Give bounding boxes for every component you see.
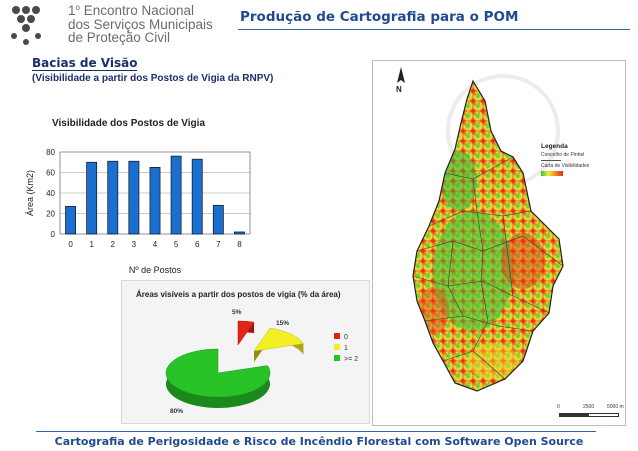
y-tick-label: 60 — [46, 169, 55, 178]
x-tick-label: 8 — [237, 240, 242, 249]
pie-legend-swatch — [334, 344, 340, 350]
bar-chart-title: Visibilidade dos Postos de Vigia — [52, 118, 206, 129]
x-tick-label: 0 — [68, 240, 73, 249]
section-subtitle: (Visibilidade a partir dos Postos de Vig… — [32, 73, 274, 84]
pie-legend-swatch — [334, 355, 340, 361]
pie-legend-label: 0 — [344, 334, 348, 341]
bar-chart-canvas: 0 20 40 60 80 0 1 2 3 4 5 6 7 8 Nº de Postos Área (Km2) — [25, 148, 251, 275]
legend-title: Legenda — [541, 143, 568, 150]
pie-slice-1 — [253, 327, 304, 362]
footer-text: Cartografia de Perigosidade e Risco de I… — [54, 435, 584, 448]
footer-divider — [36, 431, 596, 432]
page-title: Produção de Cartografia para o POM — [240, 9, 519, 25]
pie-chart-title: Áreas visíveis a partir dos postos de vi… — [136, 290, 341, 299]
legend-gradient-swatch — [541, 171, 563, 176]
y-axis-label: Área (Km2) — [25, 170, 35, 216]
bar-0 — [65, 205, 76, 235]
x-axis-label: Nº de Postos — [129, 265, 182, 275]
scale-label-0: 0 — [557, 404, 560, 410]
x-tick-label: 2 — [111, 240, 116, 249]
triangle-logo-icon — [11, 6, 41, 45]
y-tick-label: 20 — [46, 210, 55, 219]
legend-item-visibilidades: Carta de Visibilidades — [541, 163, 590, 169]
section-title: Bacias de Visão — [32, 56, 138, 71]
logo-text: 1o Encontro Nacional dos Serviços Munici… — [68, 3, 213, 45]
bar-7 — [212, 204, 224, 235]
scale-bar — [559, 413, 619, 417]
pie-legend-label: >= 2 — [344, 356, 358, 363]
pie-chart: Áreas visíveis a partir dos postos de vi… — [121, 280, 370, 424]
bar-3 — [128, 160, 140, 235]
x-tick-label: 5 — [174, 240, 179, 249]
title-divider — [238, 29, 630, 30]
parish-boundaries — [413, 156, 563, 380]
pie-slice-gegege2 — [165, 348, 271, 408]
pie-legend-label: 1 — [344, 345, 348, 352]
legend-line-swatch — [541, 160, 561, 161]
bar-chart: Visibilidade dos Postos de Vigia 0 20 40 60… — [22, 115, 260, 277]
x-tick-label: 7 — [216, 240, 221, 249]
map-legend: Legenda Concelho de Pinhel Carta de Visi… — [541, 143, 589, 176]
x-tick-label: 4 — [153, 240, 158, 249]
pie-pct-label: 5% — [232, 309, 242, 316]
north-label: N — [396, 85, 402, 94]
scale-label-2: 5000 m — [607, 404, 624, 410]
map-canvas: N — [373, 61, 625, 425]
y-tick-label: 0 — [51, 230, 56, 239]
x-tick-label: 1 — [89, 240, 94, 249]
pie-legend-swatch — [334, 333, 340, 339]
x-tick-label: 3 — [132, 240, 137, 249]
legend-item-concelho: Concelho de Pinhel — [541, 152, 585, 158]
concelho-outline — [412, 79, 564, 392]
pie-pct-label: 80% — [170, 408, 183, 415]
bar-5 — [170, 155, 182, 235]
pie-slice-0 — [237, 320, 255, 346]
bar-8 — [234, 231, 245, 235]
pie-pct-label: 15% — [276, 320, 289, 327]
visibility-map: N Legenda Concelho de Pinhel — [372, 60, 626, 426]
x-tick-label: 6 — [195, 240, 200, 249]
bar-2 — [107, 160, 119, 235]
bar-1 — [86, 161, 98, 235]
scale-label-1: 2500 — [583, 404, 595, 410]
pie-chart-canvas: 5% 15% 80% 0 1 >= 2 — [165, 309, 358, 415]
north-arrow-icon: N — [396, 67, 405, 94]
bar-6 — [191, 158, 203, 235]
y-tick-label: 40 — [46, 189, 55, 198]
bar-4 — [149, 167, 161, 235]
y-tick-label: 80 — [46, 148, 55, 157]
organization-logo: 1o Encontro Nacional dos Serviços Munici… — [6, 2, 216, 48]
